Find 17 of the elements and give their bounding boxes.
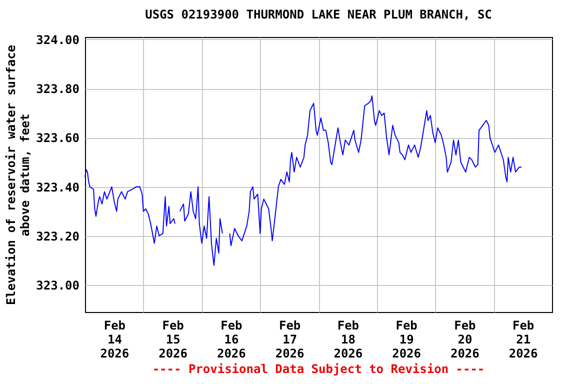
chart-title: USGS 02193900 THURMOND LAKE NEAR PLUM BRANCH, SC — [145, 7, 492, 22]
x-tick-label: Feb 21 2026 — [508, 318, 538, 360]
x-tick-label: Feb 14 2026 — [100, 318, 130, 360]
x-tick-label: Feb 18 2026 — [334, 318, 363, 360]
y-tick-label: 323.20 — [36, 229, 80, 244]
x-tick-label: Feb 15 2026 — [158, 318, 188, 360]
y-tick-label: 323.60 — [36, 131, 80, 146]
x-tick-label: Feb 16 2026 — [216, 318, 246, 360]
y-tick-label: 323.40 — [36, 180, 80, 194]
x-tick-label: Feb 20 2026 — [450, 318, 480, 360]
y-tick-label: 323.00 — [36, 278, 80, 292]
y-axis-title: Elevation of reservoir water surface above datum, feet — [4, 44, 32, 306]
x-tick-label: Feb 17 2026 — [275, 318, 304, 360]
y-tick-label: 324.00 — [36, 32, 80, 47]
y-tick-label: 323.80 — [36, 82, 80, 96]
x-tick-label: Feb 19 2026 — [392, 318, 422, 360]
text: ---- Provisional Data Subject to Revision ---- — [152, 362, 485, 376]
